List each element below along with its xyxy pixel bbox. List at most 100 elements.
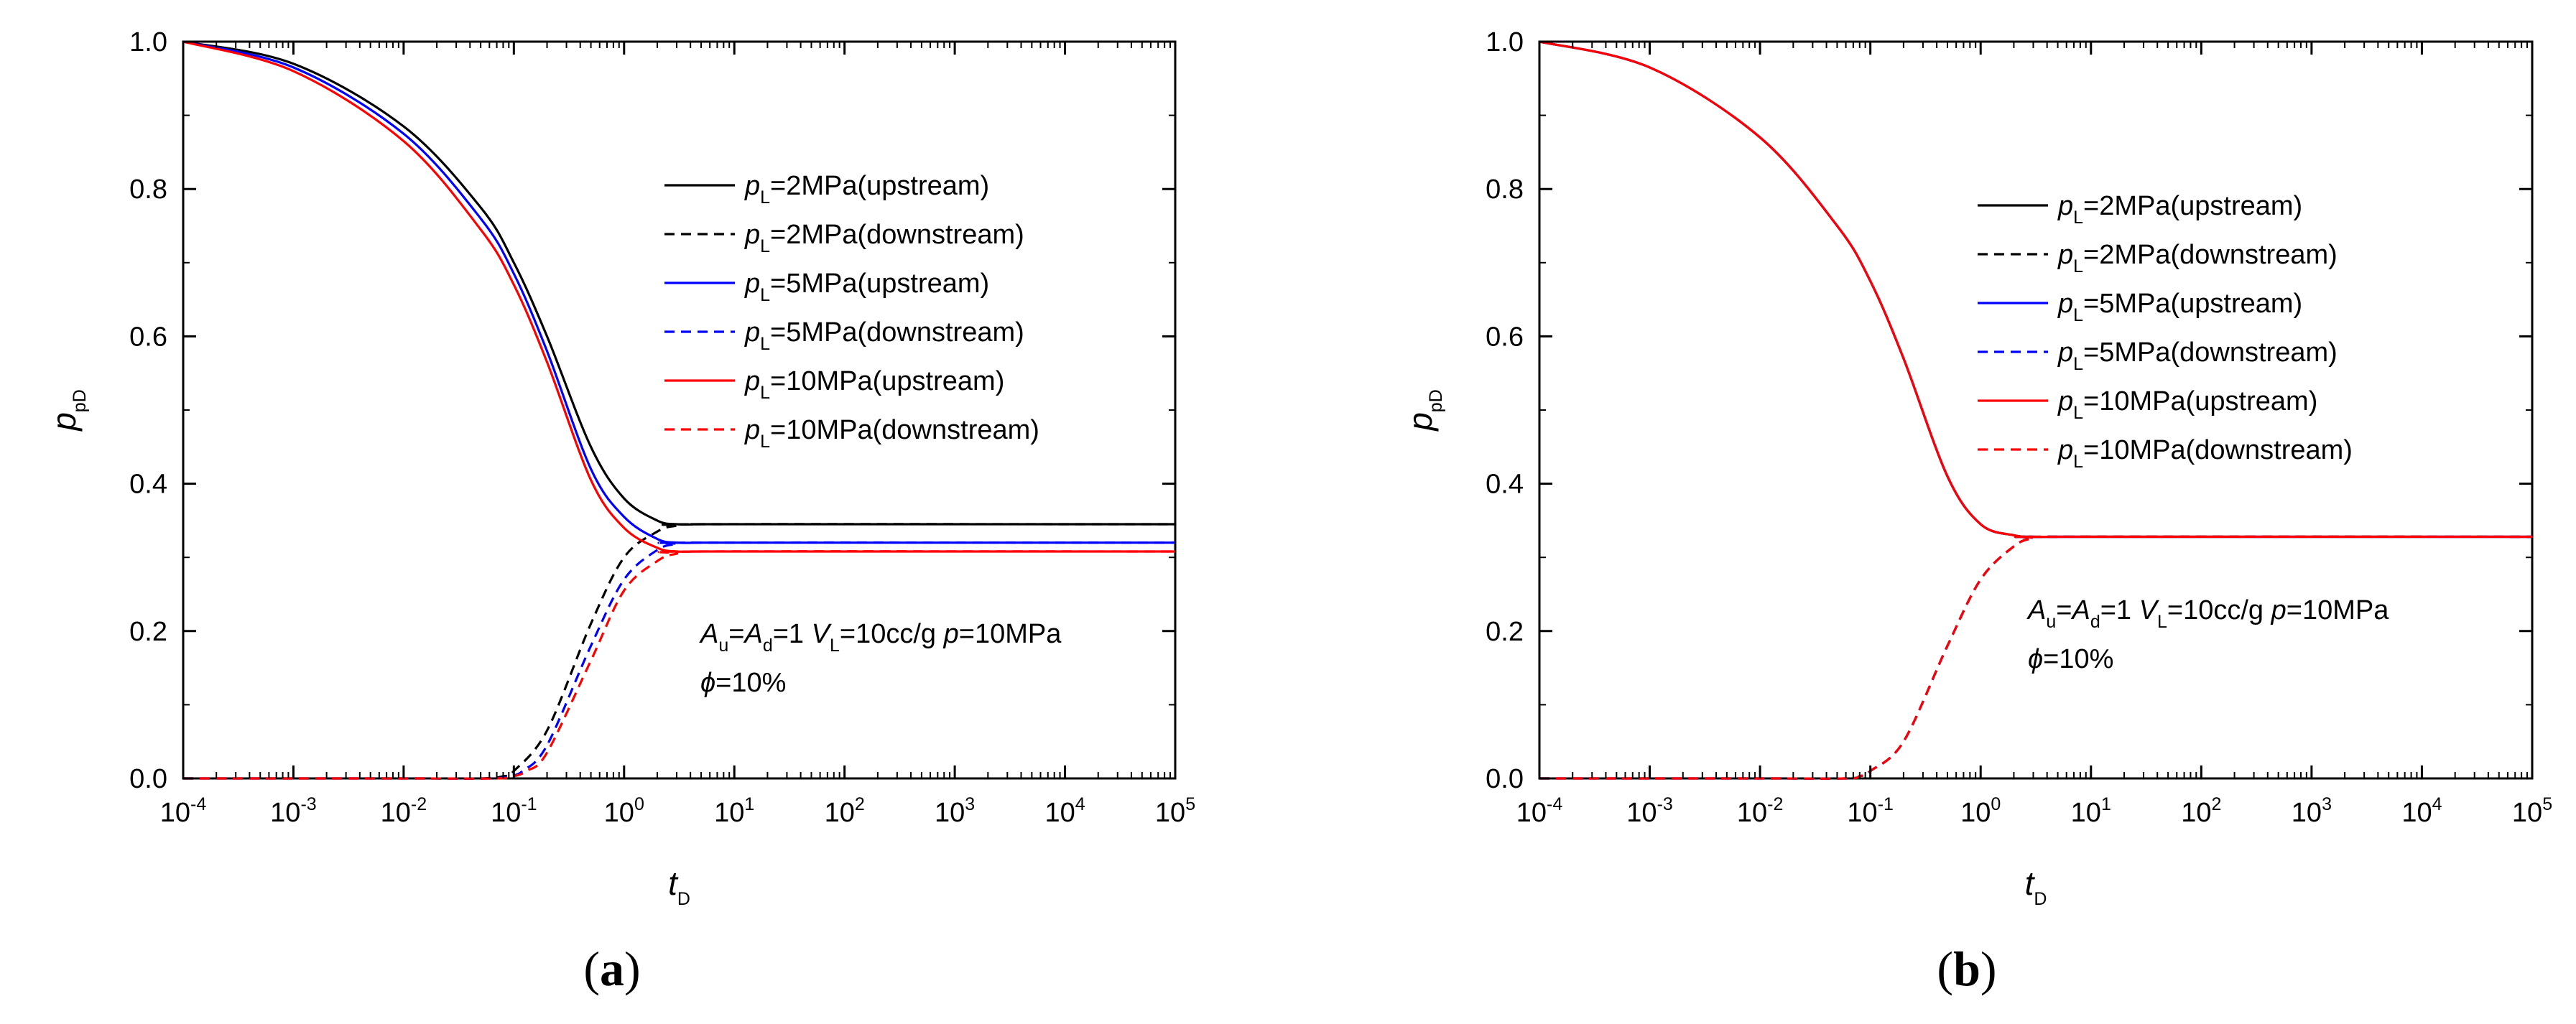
x-tick-exponent: 4 — [2432, 794, 2442, 814]
legend-entry-rest: =2MPa(downstream) — [770, 220, 1024, 250]
legend-entry-p: p — [2057, 338, 2073, 368]
x-tick-base: 10 — [2401, 798, 2432, 828]
series-line-2 — [182, 40, 1175, 544]
series-line-0 — [1539, 40, 2532, 539]
y-tick-label: 0.4 — [1486, 470, 1524, 500]
x-tick-exponent: 5 — [1185, 794, 1195, 814]
panel-label-open: ( — [1937, 941, 1953, 996]
x-tick-base: 10 — [1737, 798, 1767, 828]
x-tick-label: 104 — [1044, 794, 1085, 828]
ann-p-value: =10MPa — [959, 619, 1062, 649]
legend-entry-rest: =2MPa(upstream) — [770, 171, 989, 201]
x-tick-exponent: 2 — [2212, 794, 2222, 814]
x-tick-base: 10 — [1155, 798, 1185, 828]
ann-V: V — [2139, 595, 2160, 625]
ann-A-d: A — [2070, 595, 2090, 625]
x-tick-base: 10 — [160, 798, 190, 828]
series-line-3 — [182, 541, 1176, 780]
panel-label-close: ) — [1980, 941, 1997, 996]
legend-entry-p: p — [744, 366, 760, 396]
x-tick-base: 10 — [2512, 798, 2542, 828]
ann-p: p — [943, 619, 959, 649]
parameter-annotation: Au=Ad=1 VL=10cc/g p=10MPa — [699, 619, 1062, 656]
ann-sub-u: u — [718, 636, 728, 656]
x-axis-title-sub: D — [677, 889, 690, 909]
legend-entry-p: p — [744, 317, 760, 348]
y-tick-label: 0.2 — [1486, 617, 1524, 647]
series-line-5 — [1539, 535, 2533, 780]
x-tick-label: 10-2 — [1737, 794, 1784, 828]
legend-entry-rest: =5MPa(upstream) — [2083, 289, 2302, 319]
legend-entry-rest: =2MPa(downstream) — [2083, 240, 2338, 270]
x-tick-base: 10 — [491, 798, 521, 828]
ann-V: V — [812, 619, 833, 649]
legend-entry-p: p — [2057, 240, 2073, 270]
x-tick-label: 100 — [604, 794, 644, 828]
x-tick-base: 10 — [935, 798, 965, 828]
x-tick-label: 105 — [1155, 794, 1195, 828]
series-line-2 — [1539, 40, 2532, 539]
x-tick-label: 10-3 — [1626, 794, 1673, 828]
x-tick-label: 103 — [2292, 794, 2332, 828]
legend-entry-4: pL=10MPa(upstream) — [744, 366, 1004, 403]
porosity-annotation: ϕ=10% — [2028, 644, 2113, 674]
x-tick-label: 102 — [825, 794, 865, 828]
x-tick-exponent: -4 — [190, 794, 206, 814]
y-tick-label: 0.0 — [129, 764, 167, 794]
y-tick-label: 0.6 — [1486, 322, 1524, 352]
x-tick-exponent: -3 — [300, 794, 316, 814]
x-tick-base: 10 — [1960, 798, 1991, 828]
ann-p: p — [2271, 595, 2287, 625]
x-tick-exponent: 0 — [634, 794, 644, 814]
x-tick-exponent: -1 — [521, 794, 537, 814]
legend-entry-p: p — [744, 269, 760, 299]
y-tick-label: 0.8 — [1486, 174, 1524, 205]
x-tick-base: 10 — [2181, 798, 2211, 828]
ann-phi: ϕ — [700, 668, 715, 698]
legend-entry-rest: =5MPa(downstream) — [770, 317, 1024, 348]
legend-entry-p: p — [2057, 191, 2073, 221]
x-tick-exponent: 3 — [965, 794, 975, 814]
x-tick-exponent: -4 — [1547, 794, 1562, 814]
panel-label-letter: a — [600, 941, 624, 996]
legend-entry-rest: =5MPa(downstream) — [2083, 338, 2338, 368]
ann-p-value: =10MPa — [2287, 595, 2389, 625]
legend: pL=2MPa(upstream)pL=2MPa(downstream)pL=5… — [1978, 191, 2353, 472]
x-tick-exponent: 4 — [1075, 794, 1085, 814]
panel-label: (b) — [1937, 941, 1996, 996]
y-tick-label: 0.8 — [129, 174, 167, 205]
legend-entry-0: pL=2MPa(upstream) — [744, 171, 989, 208]
ann-vl-value: =10cc/g — [840, 619, 944, 649]
legend-entry-p: p — [2057, 386, 2073, 416]
panel-label: (a) — [583, 941, 640, 996]
legend-entry-p: p — [2057, 289, 2073, 319]
legend-entry-sub: L — [760, 187, 770, 208]
legend-entry-rest: =10MPa(upstream) — [2083, 386, 2317, 416]
x-tick-exponent: 1 — [744, 794, 754, 814]
legend-entry-p: p — [744, 220, 760, 250]
x-tick-exponent: 2 — [855, 794, 865, 814]
legend: pL=2MPa(upstream)pL=2MPa(downstream)pL=5… — [664, 171, 1039, 452]
x-tick-base: 10 — [1847, 798, 1877, 828]
x-axis-title-main: t — [668, 865, 679, 902]
porosity-annotation: ϕ=10% — [700, 668, 786, 698]
ann-A-u: A — [2026, 595, 2046, 625]
x-tick-base: 10 — [2292, 798, 2322, 828]
ann-eq-1: =1 — [773, 619, 812, 649]
ann-sub-u: u — [2046, 612, 2056, 632]
x-tick-exponent: 0 — [1991, 794, 2001, 814]
parameter-annotation: Au=Ad=1 VL=10cc/g p=10MPa — [2026, 595, 2389, 632]
legend-entry-3: pL=5MPa(downstream) — [2057, 338, 2338, 374]
x-tick-base: 10 — [1044, 798, 1075, 828]
legend-entry-sub: L — [2073, 256, 2083, 276]
legend-entry-5: pL=10MPa(downstream) — [744, 415, 1039, 452]
series-line-0 — [182, 40, 1175, 526]
legend-entry-rest: =10MPa(downstream) — [770, 415, 1039, 445]
ann-eq: = — [2056, 595, 2072, 625]
x-axis-title-main: t — [2025, 865, 2036, 902]
legend-entry-sub: L — [760, 285, 770, 305]
legend-entry-sub: L — [2073, 354, 2083, 374]
x-tick-exponent: -1 — [1878, 794, 1894, 814]
ann-eq-1: =1 — [2100, 595, 2139, 625]
legend-entry-sub: L — [2073, 305, 2083, 325]
